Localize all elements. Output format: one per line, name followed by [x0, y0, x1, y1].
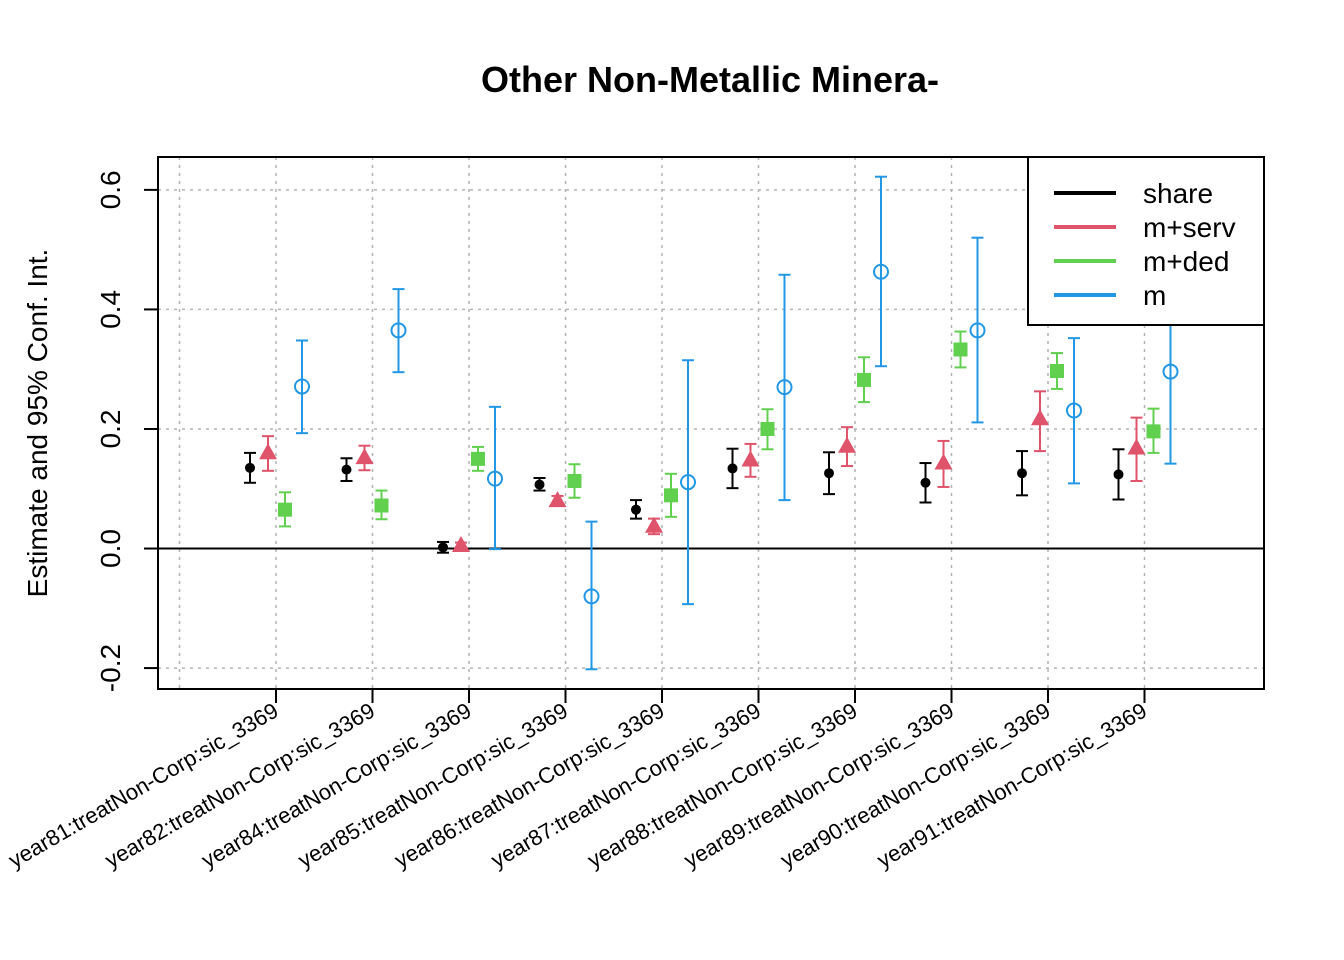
data-point [1066, 402, 1082, 419]
data-point [1050, 363, 1064, 378]
data-point [390, 322, 407, 339]
legend-label: m [1143, 280, 1166, 311]
data-point [294, 378, 310, 395]
legend-label: share [1143, 178, 1213, 209]
series-share [244, 447, 1125, 554]
data-point [278, 502, 292, 517]
data-points [244, 175, 1179, 671]
data-point [1031, 409, 1049, 426]
data-point [727, 463, 738, 474]
y-axis: -0.2 0.0 0.2 0.4 0.6 [95, 170, 158, 692]
data-point [680, 474, 696, 491]
data-point [471, 451, 485, 466]
y-axis-label: Estimate and 95% Conf. Int. [22, 249, 53, 598]
data-point [1162, 363, 1179, 380]
data-point [934, 453, 953, 470]
y-tick-label: 0.2 [95, 410, 126, 449]
data-point [1146, 424, 1161, 439]
data-point [245, 462, 255, 473]
x-axis: year81:treatNon-Corp:sic_3369year82:trea… [4, 689, 1151, 873]
data-point [824, 468, 834, 479]
data-point [487, 470, 503, 487]
legend-label: m+ded [1143, 246, 1229, 277]
data-point [583, 588, 600, 605]
y-tick-label: -0.2 [95, 644, 126, 692]
y-tick-label: 0.0 [95, 529, 126, 568]
data-point [873, 263, 889, 280]
y-tick-label: 0.4 [95, 290, 126, 329]
data-point [969, 322, 986, 339]
data-point [438, 542, 448, 553]
data-point [452, 535, 470, 552]
chart-title: Other Non-Metallic Minera- [481, 59, 939, 100]
data-point [920, 477, 931, 488]
data-point [645, 516, 663, 533]
y-tick-label: 0.6 [95, 170, 126, 209]
series-m-ded [278, 330, 1161, 528]
data-point [857, 372, 871, 387]
data-point [664, 488, 678, 503]
data-point [838, 436, 856, 453]
data-point [953, 342, 968, 357]
data-point [374, 498, 389, 513]
data-point [341, 464, 352, 475]
data-point [776, 379, 793, 396]
data-point [534, 479, 545, 490]
data-point [567, 473, 582, 488]
data-point [1113, 469, 1124, 480]
data-point [259, 443, 277, 460]
legend-label: m+serv [1143, 212, 1236, 243]
data-point [760, 421, 775, 436]
series-m-serv [259, 390, 1146, 552]
data-point [1127, 438, 1146, 455]
data-point [631, 504, 641, 515]
data-point [548, 491, 567, 508]
series-m [294, 175, 1179, 671]
data-point [1017, 468, 1027, 479]
plot-frame [157, 156, 1265, 690]
data-point [741, 450, 760, 467]
data-point [355, 448, 374, 465]
